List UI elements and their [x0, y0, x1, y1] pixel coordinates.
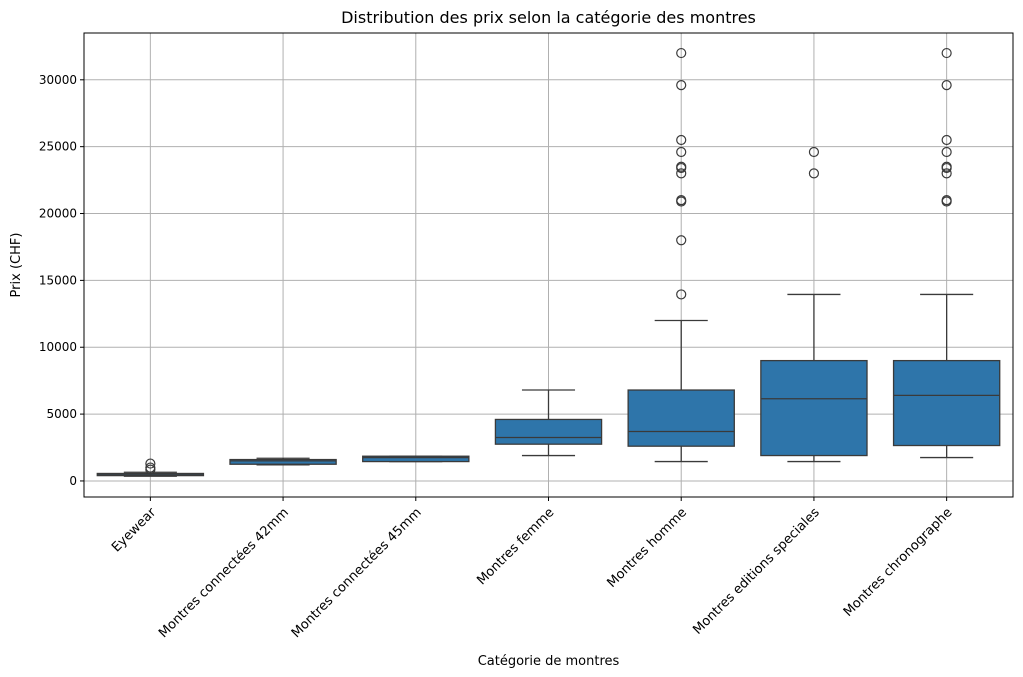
- outlier-point: [676, 196, 687, 207]
- y-tick-label: 0: [69, 474, 77, 488]
- box-3: [362, 455, 470, 463]
- x-tick-label: Eyewear: [109, 505, 160, 556]
- y-tick-label: 25000: [39, 140, 77, 154]
- y-axis-label: Prix (CHF): [9, 233, 24, 298]
- outlier-point: [941, 80, 952, 91]
- outlier-point: [676, 168, 687, 179]
- outlier-point: [676, 146, 687, 158]
- box-5: [627, 47, 735, 463]
- x-tick-label: Montres femme: [474, 505, 557, 588]
- box-iqr: [494, 418, 603, 445]
- y-tick-label: 20000: [39, 207, 77, 221]
- box-1: [96, 458, 205, 477]
- box-7: [892, 47, 1001, 459]
- outlier-point: [941, 47, 952, 59]
- outlier-point: [145, 464, 156, 475]
- box-iqr: [362, 455, 470, 463]
- outlier-point: [676, 289, 687, 300]
- outlier-point: [941, 196, 952, 207]
- box-series: [96, 47, 1001, 477]
- box-4: [494, 389, 603, 457]
- x-tick-label: Montres connectées 42mm: [156, 505, 292, 641]
- box-iqr: [229, 458, 337, 465]
- y-tick-label: 15000: [39, 273, 77, 287]
- x-tick-label: Montres homme: [604, 505, 690, 591]
- outlier-point: [145, 458, 156, 469]
- outlier-point: [676, 235, 687, 246]
- outlier-point: [676, 162, 687, 174]
- chart-title: Distribution des prix selon la catégorie…: [341, 8, 756, 27]
- outlier-point: [941, 168, 952, 179]
- x-axis-label: Catégorie de montres: [478, 654, 620, 669]
- outlier-point: [676, 47, 687, 59]
- x-tick-label: Montres chronographe: [841, 505, 956, 620]
- outlier-point: [941, 134, 952, 146]
- box-2: [229, 457, 337, 466]
- x-tick-label: Montres connectées 45mm: [289, 505, 425, 641]
- y-ticks: 0 5000 10000 15000 20000 25000 30000: [39, 73, 84, 488]
- outlier-point: [808, 146, 820, 158]
- outlier-point: [676, 80, 687, 91]
- box-6: [760, 146, 868, 463]
- y-tick-label: 5000: [46, 407, 77, 421]
- box-iqr: [760, 359, 868, 457]
- outlier-point: [676, 134, 687, 146]
- outlier-point: [941, 162, 952, 174]
- outlier-point: [941, 146, 952, 158]
- outlier-point: [808, 168, 820, 179]
- y-tick-label: 30000: [39, 73, 77, 87]
- box-iqr: [627, 389, 735, 447]
- x-tick-label: Montres editions speciales: [690, 505, 823, 638]
- box-iqr: [892, 359, 1001, 447]
- y-tick-label: 10000: [39, 340, 77, 354]
